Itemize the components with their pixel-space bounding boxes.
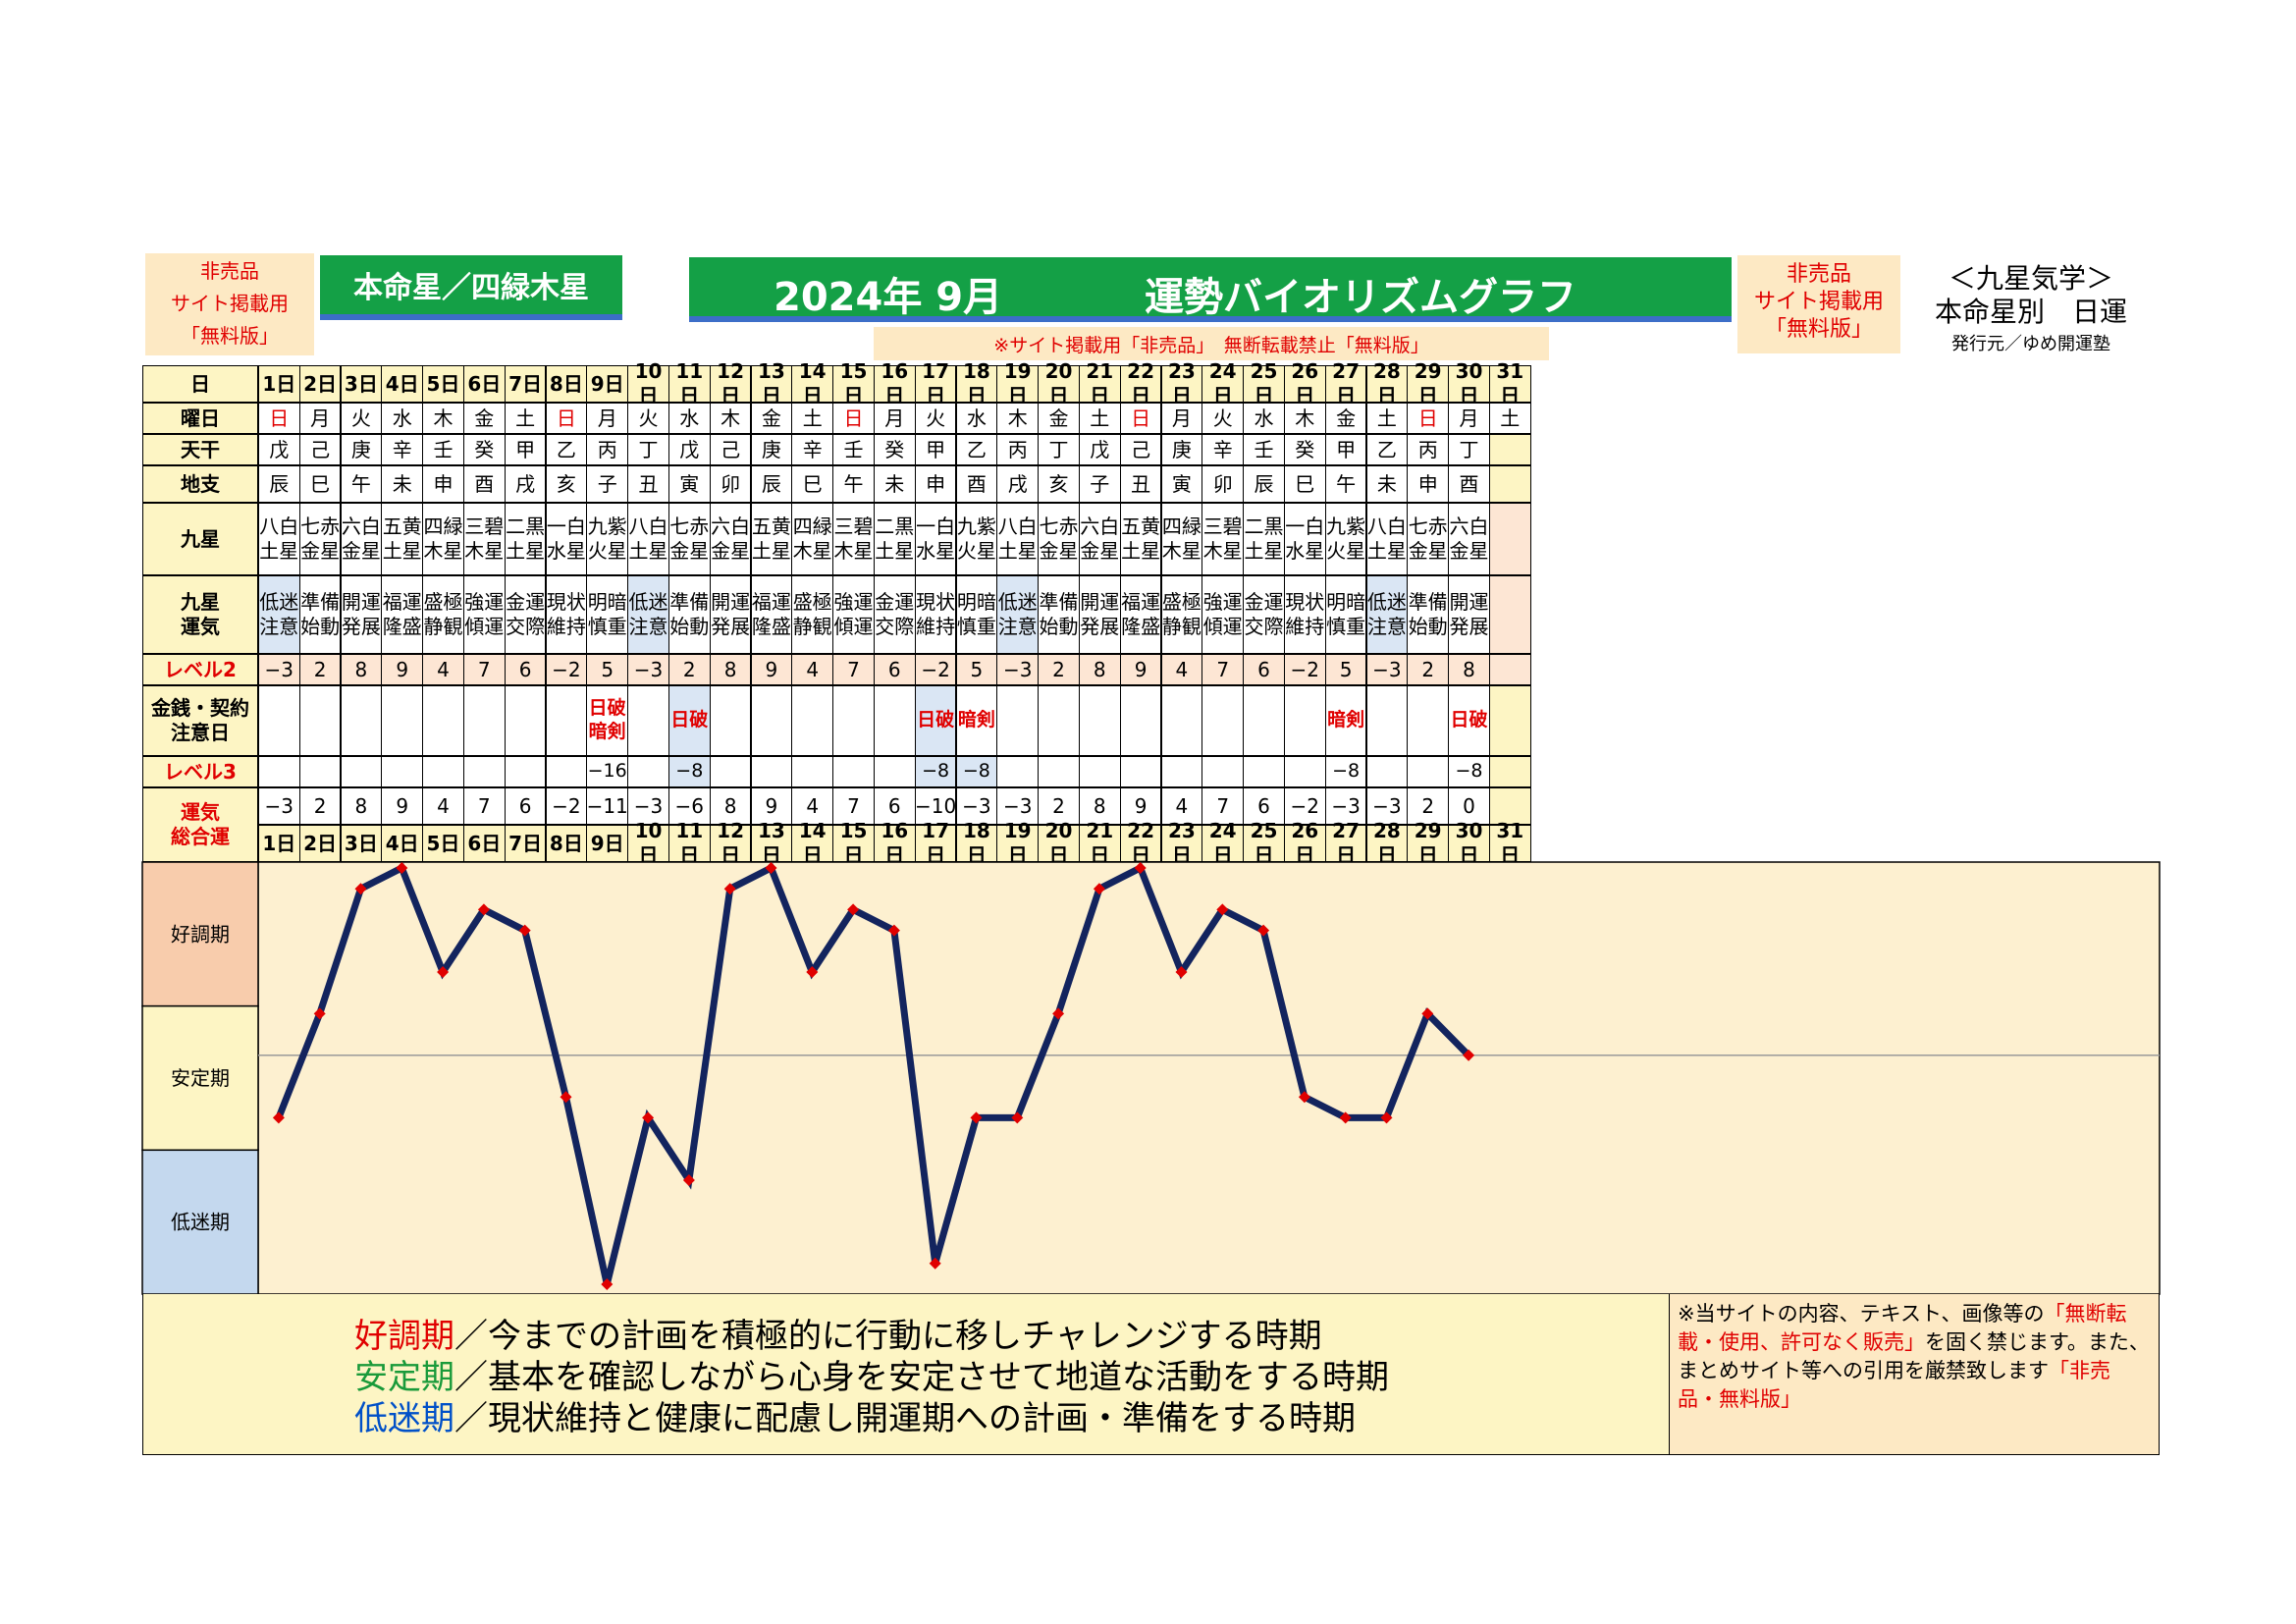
data-point-13 — [765, 862, 777, 874]
series-line — [275, 863, 1471, 1285]
legend-box: 好調期／今までの計画を積極的に行動に移しチャレンジする時期 安定期／基本を確認し… — [142, 1294, 1670, 1455]
data-point-27 — [1339, 1111, 1352, 1124]
left-note-line3: 「無料版」 — [181, 324, 279, 348]
zone-cell-2 — [141, 1149, 259, 1295]
data-point-30 — [1463, 1049, 1475, 1061]
star-label: 本命星／四緑木星 — [353, 271, 589, 305]
data-point-7 — [518, 924, 531, 937]
data-point-3 — [354, 883, 367, 895]
data-point-26 — [1298, 1091, 1310, 1104]
title-banner: 2024年 9月 運勢バイオリズムグラフ — [689, 257, 1732, 322]
data-point-10 — [642, 1111, 655, 1124]
legend-item-low: 低迷期／現状維持と健康に配慮し開運期への計画・準備をする時期 — [354, 1398, 1389, 1439]
kyusei-sub: 本命星別 日運 — [1934, 296, 2127, 328]
notice-box: ※当サイトの内容、テキスト、画像等の「無断転載・使用、許可なく販売」を固く禁じま… — [1669, 1294, 2160, 1455]
data-point-6 — [477, 903, 490, 916]
notice-line1: ※当サイトの内容、テキスト、画像等の — [1678, 1302, 2045, 1326]
right-note: 非売品 サイト掲載用 「無料版」 — [1737, 255, 1900, 353]
right-note-line2: サイト掲載用 — [1753, 290, 1884, 314]
data-point-17 — [929, 1257, 941, 1270]
zone-label-2: 低迷期 — [171, 1211, 230, 1234]
right-note-line3: 「無料版」 — [1764, 317, 1873, 342]
zone-cell-0 — [141, 861, 259, 1007]
zone-label-1: 安定期 — [171, 1066, 230, 1090]
data-point-16 — [887, 924, 900, 937]
legend-list: 好調期／今までの計画を積極的に行動に移しチャレンジする時期 安定期／基本を確認し… — [354, 1316, 1389, 1439]
legend-term-stable: 安定期 — [354, 1358, 454, 1397]
data-point-20 — [1052, 1007, 1065, 1020]
data-point-2 — [313, 1007, 326, 1020]
star-label-banner: 本命星／四緑木星 — [320, 255, 622, 320]
data-point-19 — [1011, 1111, 1024, 1124]
legend-item-stable: 安定期／基本を確認しながら心身を安定させて地道な活動をする時期 — [354, 1357, 1389, 1398]
data-point-1 — [272, 1111, 285, 1124]
data-point-15 — [847, 903, 860, 916]
data-point-28 — [1380, 1111, 1393, 1124]
data-point-24 — [1216, 903, 1229, 916]
data-point-9 — [601, 1278, 614, 1290]
notice-red1: 「無断転載・使用、許可なく販売」 — [1678, 1302, 2127, 1354]
zone-cell-1 — [141, 1004, 259, 1152]
legend-desc-low: ／現状維持と健康に配慮し開運期への計画・準備をする時期 — [454, 1399, 1356, 1438]
data-point-11 — [682, 1174, 695, 1186]
data-point-29 — [1421, 1007, 1434, 1020]
data-point-23 — [1175, 966, 1188, 978]
zone-label-0: 好調期 — [171, 922, 230, 946]
legend-desc-stable: ／基本を確認しながら心身を安定させて地道な活動をする時期 — [454, 1358, 1389, 1397]
data-point-4 — [396, 862, 408, 874]
data-point-18 — [970, 1111, 983, 1124]
graph-title: 運勢バイオリズムグラフ — [1145, 275, 1576, 320]
data-point-8 — [560, 1091, 572, 1104]
notice-line2: を固く禁じます。また、まとめサイト等への引用を厳禁致します — [1678, 1330, 2150, 1382]
data-point-14 — [806, 966, 819, 978]
data-point-22 — [1134, 862, 1147, 874]
notice-red2: 「非売品・無料版」 — [1678, 1359, 2110, 1411]
legend-term-low: 低迷期 — [354, 1399, 454, 1438]
legend-term-good: 好調期 — [354, 1317, 454, 1356]
data-point-12 — [723, 883, 736, 895]
left-note-line2: サイト掲載用 — [171, 292, 289, 315]
left-note: 非売品 サイト掲載用 「無料版」 — [145, 253, 314, 355]
data-point-5 — [437, 966, 450, 978]
data-point-21 — [1093, 883, 1105, 895]
publisher: 発行元／ゆめ開運塾 — [1951, 334, 2110, 354]
right-note-line1: 非売品 — [1786, 262, 1851, 287]
kyusei-title: ＜九星気学＞ — [1948, 262, 2113, 295]
warning-bar: ※サイト掲載用「非売品」 無断転載禁止「無料版」 — [874, 327, 1549, 360]
year-month: 2024年 9月 — [774, 275, 1003, 320]
legend-item-good: 好調期／今までの計画を積極的に行動に移しチャレンジする時期 — [354, 1316, 1389, 1357]
warning-text: ※サイト掲載用「非売品」 無断転載禁止「無料版」 — [993, 334, 1429, 356]
legend-desc-good: ／今までの計画を積極的に行動に移しチャレンジする時期 — [454, 1317, 1322, 1356]
data-point-25 — [1257, 924, 1270, 937]
left-note-line1: 非売品 — [200, 259, 259, 283]
